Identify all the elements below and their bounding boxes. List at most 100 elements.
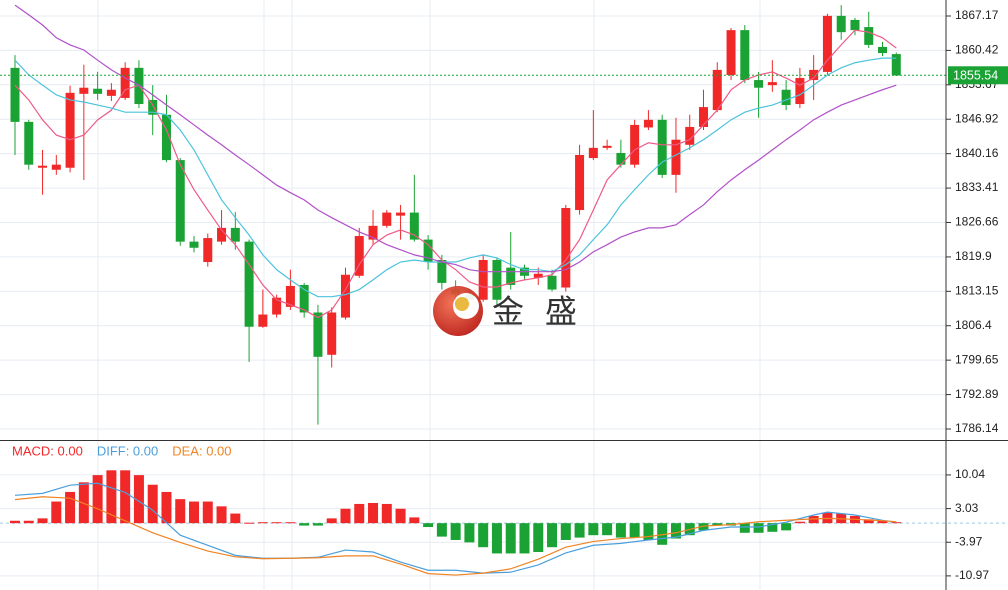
macd-bar xyxy=(368,502,379,524)
candle-body xyxy=(10,67,20,122)
candle-body xyxy=(726,30,736,75)
candle-body xyxy=(327,312,337,355)
legend-label: DEA: 0.00 xyxy=(172,443,231,458)
candle-body xyxy=(602,145,612,148)
candle-body xyxy=(712,69,722,111)
candle-body xyxy=(533,273,543,278)
macd-bar xyxy=(491,523,502,554)
macd-bar xyxy=(92,475,103,524)
y-tick-label: 1840.16 xyxy=(955,146,999,160)
macd-bar xyxy=(340,508,351,524)
candle-body xyxy=(51,164,61,170)
candle-body xyxy=(767,82,777,86)
candle-body xyxy=(148,99,158,115)
candle-body xyxy=(671,139,681,175)
candle-body xyxy=(368,225,378,240)
candle-body xyxy=(313,312,323,357)
ma-line xyxy=(14,4,897,273)
candle-body xyxy=(382,212,392,226)
macd-bar xyxy=(629,523,640,538)
macd-bar xyxy=(739,523,750,533)
macd-bar xyxy=(106,470,117,524)
macd-line xyxy=(14,496,897,576)
candle-body xyxy=(175,160,185,242)
macd-bar xyxy=(767,523,778,532)
macd-bar xyxy=(436,523,447,537)
macd-bar xyxy=(202,501,213,524)
candle-body xyxy=(878,46,888,54)
candle-body xyxy=(120,67,130,98)
candle-body xyxy=(795,78,805,105)
candle-body xyxy=(506,267,516,285)
y-tick-label: 1867.17 xyxy=(955,8,999,22)
y-tick-label: 1826.66 xyxy=(955,215,999,229)
y-tick-label: 1860.42 xyxy=(955,43,999,57)
candle-body xyxy=(79,87,89,94)
candle-body xyxy=(822,15,832,72)
macd-bar xyxy=(533,523,544,552)
candle-body xyxy=(740,30,750,81)
macd-bar xyxy=(547,523,558,548)
candle-body xyxy=(230,227,240,242)
macd-bar xyxy=(712,523,723,526)
candle-body xyxy=(850,19,860,31)
candle-body xyxy=(836,15,846,33)
candle-body xyxy=(217,227,227,242)
macd-bar xyxy=(464,523,475,543)
macd-bar xyxy=(450,523,461,540)
candle-body xyxy=(354,236,364,276)
macd-bar xyxy=(657,523,668,545)
macd-bar xyxy=(65,491,76,524)
macd-bar xyxy=(326,518,337,524)
macd-bar xyxy=(299,523,310,526)
ma-line xyxy=(14,57,897,298)
macd-bar xyxy=(643,523,654,540)
candle-body xyxy=(685,126,695,145)
candle-body xyxy=(643,119,653,128)
macd-bar xyxy=(808,515,819,524)
macd-bar xyxy=(505,523,516,554)
macd-bar xyxy=(423,523,434,528)
macd-bar xyxy=(354,503,365,524)
candle-body xyxy=(781,89,791,106)
macd-bar xyxy=(588,523,599,536)
candle-body xyxy=(616,152,626,165)
macd-bar xyxy=(602,523,613,536)
main-panel xyxy=(0,4,946,430)
candle-body xyxy=(864,27,874,45)
last-price-box xyxy=(948,66,1008,85)
macd-bar xyxy=(285,522,296,524)
macd-bar xyxy=(78,482,89,524)
y-tick-label: 3.03 xyxy=(955,501,979,515)
candle-body xyxy=(492,259,502,300)
macd-bar xyxy=(37,518,48,524)
macd-bar xyxy=(781,523,792,531)
vertical-grid xyxy=(97,0,761,590)
y-tick-label: 1792.89 xyxy=(955,387,999,401)
macd-bar xyxy=(133,475,144,524)
macd-bar xyxy=(23,520,34,524)
macd-bar xyxy=(10,520,20,524)
candle-body xyxy=(65,92,75,168)
macd-bar xyxy=(120,470,131,524)
logo-dot xyxy=(455,297,469,311)
price-axis: 1867.171860.421853.671846.921840.161833.… xyxy=(946,8,1008,582)
y-tick-label: 1846.92 xyxy=(955,111,999,125)
candle-body xyxy=(423,239,433,262)
candle-body xyxy=(299,284,309,313)
macd-bar xyxy=(877,520,888,524)
macd-bar xyxy=(147,484,158,524)
macd-bar xyxy=(395,508,406,524)
y-tick-label: 1813.15 xyxy=(955,284,999,298)
candle-body xyxy=(38,165,48,168)
macd-bar xyxy=(381,503,392,524)
candle-body xyxy=(437,259,447,283)
candle-body xyxy=(244,241,254,327)
watermark-text: 金 盛 xyxy=(492,293,583,329)
macd-bar xyxy=(257,522,268,524)
candle-body xyxy=(161,114,171,161)
candle-body xyxy=(272,297,282,315)
y-tick-label: -3.97 xyxy=(955,534,983,548)
